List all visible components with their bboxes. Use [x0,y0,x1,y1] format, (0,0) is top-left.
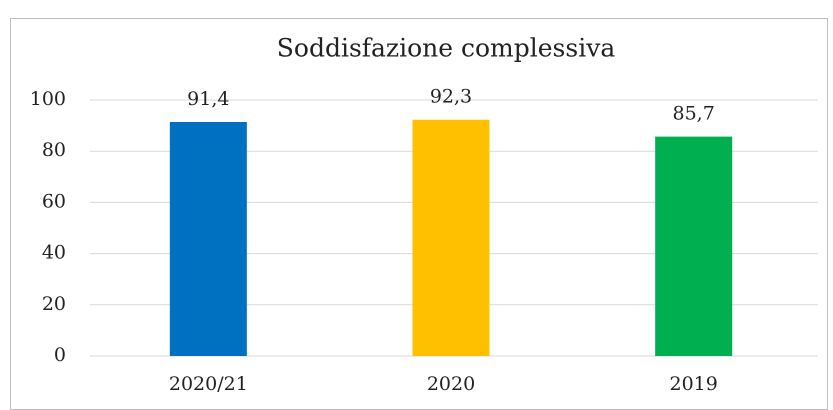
data-label: 92,3 [430,86,472,108]
x-tick-label: 2020/21 [169,373,248,395]
data-label: 85,7 [673,103,715,125]
y-tick-label: 100 [30,88,66,110]
x-tick-label: 2019 [669,373,717,395]
y-tick-label: 60 [42,190,66,212]
bar [412,119,490,356]
y-tick-label: 40 [42,242,66,264]
bar [655,136,733,356]
bar [169,122,247,357]
chart-title: Soddisfazione complessiva [277,34,616,63]
x-tick-label: 2020 [427,373,475,395]
y-tick-label: 0 [54,344,66,366]
y-tick-label: 80 [42,139,66,161]
data-label: 91,4 [187,88,229,110]
y-tick-label: 20 [42,293,66,315]
